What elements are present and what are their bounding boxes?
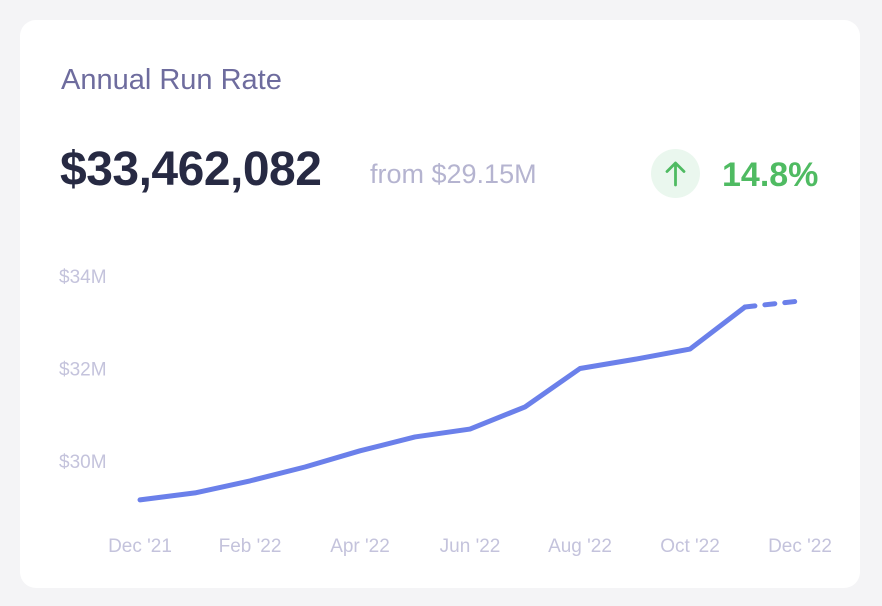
change-badge [651, 149, 700, 198]
y-tick-label: $34M [59, 267, 107, 288]
card-title: Annual Run Rate [61, 64, 282, 96]
arr-value: $33,462,082 [60, 143, 322, 196]
arr-card [20, 20, 860, 588]
x-tick-label: Dec '22 [768, 536, 832, 557]
projected-line [742, 298, 803, 310]
previous-value: from $29.15M [370, 159, 537, 189]
y-tick-label: $32M [59, 360, 107, 381]
x-tick-label: Feb '22 [219, 536, 282, 557]
x-tick-label: Oct '22 [660, 536, 720, 557]
x-tick-label: Dec '21 [108, 536, 172, 557]
y-tick-label: $30M [59, 452, 107, 473]
arrow-up-icon [665, 161, 686, 187]
x-tick-label: Aug '22 [548, 536, 612, 557]
x-tick-label: Apr '22 [330, 536, 390, 557]
x-tick-label: Jun '22 [440, 536, 501, 557]
series-line [137, 304, 748, 503]
change-percent: 14.8% [722, 156, 819, 194]
